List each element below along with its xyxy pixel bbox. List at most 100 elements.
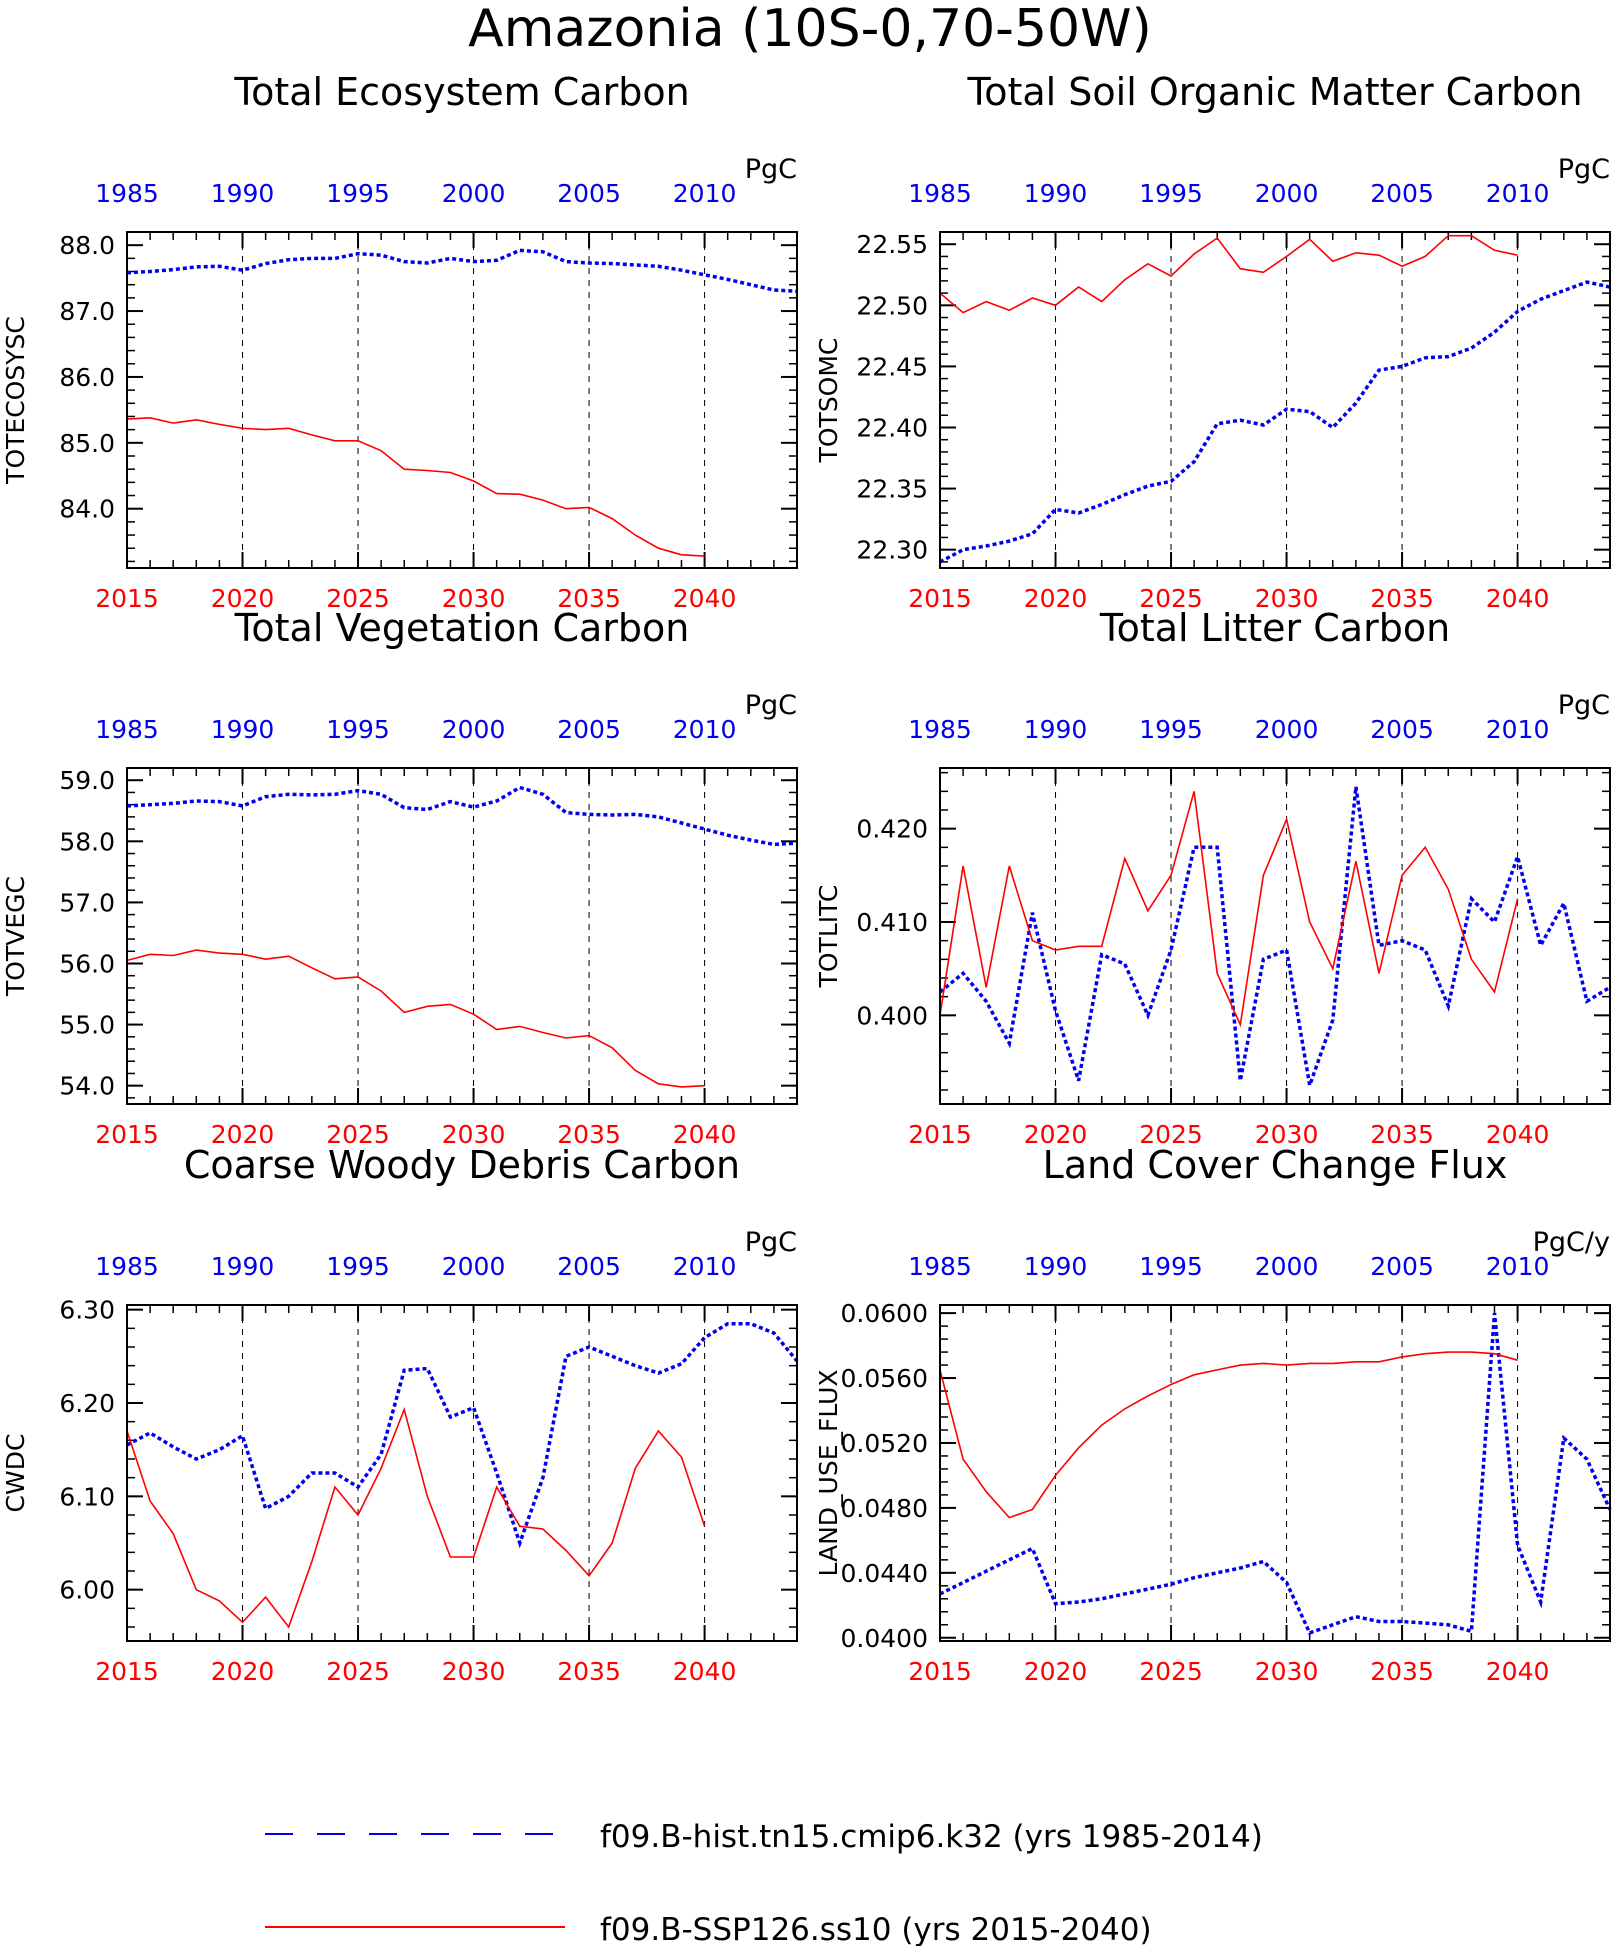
y-tick-label: 86.0 — [59, 363, 115, 392]
y-axis-label: CWDC — [1, 1434, 30, 1513]
x-bottom-tick-label: 2015 — [908, 1120, 972, 1149]
x-bottom-tick-label: 2025 — [326, 1657, 390, 1686]
x-top-tick-label: 1985 — [908, 179, 972, 208]
x-top-tick-label: 2005 — [1370, 1252, 1434, 1281]
x-top-tick-label: 1985 — [908, 1252, 972, 1281]
series-line-hist — [126, 248, 798, 294]
x-bottom-tick-label: 2035 — [1370, 1120, 1434, 1149]
y-tick-label: 6.00 — [59, 1576, 115, 1605]
chart-panel-3: Total Vegetation Carbon PgC TOTVEGC 54.0 55.… — [1, 606, 798, 1149]
x-bottom-tick-label: 2020 — [211, 1657, 275, 1686]
x-bottom-tick-label: 2040 — [1486, 1120, 1550, 1149]
series-line-hist — [939, 280, 1611, 564]
x-bottom-tick-label: 2025 — [326, 1120, 390, 1149]
x-top-tick-label: 1985 — [95, 715, 159, 744]
y-tick-label: 84.0 — [59, 495, 115, 524]
x-bottom-tick-label: 2020 — [1024, 584, 1088, 613]
x-bottom-tick-label: 2025 — [1139, 1657, 1203, 1686]
chart-title: Land Cover Change Flux — [1043, 1143, 1508, 1187]
plot-frame — [126, 767, 798, 1105]
plot-frame — [939, 1304, 1611, 1642]
x-top-tick-label: 2010 — [1486, 1252, 1550, 1281]
x-top-tick-label: 2010 — [1486, 715, 1550, 744]
chart-panel-6: Land Cover Change Flux PgC/y LAND_USE_FLUX… — [814, 1143, 1612, 1686]
x-top-tick-label: 2005 — [1370, 179, 1434, 208]
series-line-ssp — [939, 791, 1519, 1028]
x-top-tick-label: 1995 — [326, 715, 390, 744]
x-top-tick-label: 2000 — [1255, 179, 1319, 208]
page-title: Amazonia (10S-0,70-50W) — [468, 0, 1152, 59]
x-top-tick-label: 2010 — [1486, 179, 1550, 208]
x-bottom-tick-label: 2015 — [95, 1120, 159, 1149]
x-top-tick-label: 1985 — [95, 1252, 159, 1281]
series-line-hist — [126, 1321, 799, 1549]
x-top-tick-label: 1995 — [1139, 179, 1203, 208]
x-bottom-tick-label: 2025 — [326, 584, 390, 613]
y-axis-label: LAND_USE_FLUX — [814, 1369, 843, 1576]
x-bottom-tick-label: 2015 — [908, 584, 972, 613]
y-tick-label: 22.30 — [856, 536, 928, 565]
y-axis-label: TOTSOMC — [814, 338, 843, 464]
series-line-ssp — [126, 949, 705, 1088]
x-bottom-tick-label: 2030 — [1255, 1120, 1319, 1149]
y-tick-label: 22.35 — [856, 475, 928, 504]
x-top-tick-label: 2000 — [442, 1252, 506, 1281]
y-tick-label: 59.0 — [59, 766, 115, 795]
units-label: PgC — [745, 690, 797, 721]
x-bottom-tick-label: 2040 — [673, 1657, 737, 1686]
y-tick-label: 0.420 — [856, 815, 928, 844]
x-bottom-tick-label: 2015 — [95, 1657, 159, 1686]
x-top-tick-label: 2010 — [673, 179, 737, 208]
chart-panel-5: Coarse Woody Debris Carbon PgC CWDC 6.00 6.1… — [1, 1143, 799, 1686]
legend-ssp-label: f09.B-SSP126.ss10 (yrs 2015-2040) — [600, 1912, 1152, 1946]
x-bottom-tick-label: 2030 — [1255, 584, 1319, 613]
y-tick-label: 54.0 — [59, 1072, 115, 1101]
x-top-tick-label: 1990 — [1024, 715, 1088, 744]
x-top-tick-label: 1985 — [95, 179, 159, 208]
chart-title: Coarse Woody Debris Carbon — [184, 1143, 740, 1187]
panels: Total Ecosystem Carbon PgC TOTECOSYSC 84.0 8… — [1, 70, 1612, 1686]
units-label: PgC/y — [1533, 1227, 1610, 1258]
y-tick-label: 0.400 — [856, 1001, 928, 1030]
chart-title: Total Litter Carbon — [1099, 606, 1450, 650]
x-bottom-tick-label: 2020 — [211, 584, 275, 613]
y-tick-label: 0.0600 — [841, 1299, 928, 1328]
x-bottom-tick-label: 2040 — [1486, 584, 1550, 613]
x-top-tick-label: 2000 — [1255, 715, 1319, 744]
chart-panel-1: Total Ecosystem Carbon PgC TOTECOSYSC 84.0 8… — [1, 70, 798, 613]
x-top-tick-label: 1990 — [1024, 1252, 1088, 1281]
y-tick-label: 0.0560 — [841, 1364, 928, 1393]
y-tick-label: 0.0480 — [841, 1494, 928, 1523]
y-tick-label: 88.0 — [59, 231, 115, 260]
chart-panel-4: Total Litter Carbon PgC TOTLITC 0.400 0.410 0… — [814, 606, 1611, 1149]
x-top-tick-label: 1995 — [326, 179, 390, 208]
series-line-ssp — [939, 234, 1518, 314]
y-tick-label: 6.10 — [59, 1482, 115, 1511]
x-bottom-tick-label: 2030 — [442, 584, 506, 613]
y-tick-label: 0.0520 — [841, 1429, 928, 1458]
plot-frame — [939, 231, 1611, 569]
x-bottom-tick-label: 2015 — [95, 584, 159, 613]
series-line-ssp — [126, 1406, 706, 1629]
plot-frame — [126, 231, 798, 569]
x-top-tick-label: 1990 — [1024, 179, 1088, 208]
y-tick-label: 22.55 — [856, 230, 928, 259]
x-bottom-tick-label: 2035 — [557, 1657, 621, 1686]
y-tick-label: 58.0 — [59, 827, 115, 856]
x-bottom-tick-label: 2035 — [557, 584, 621, 613]
y-tick-label: 56.0 — [59, 949, 115, 978]
x-bottom-tick-label: 2020 — [211, 1120, 275, 1149]
y-tick-label: 55.0 — [59, 1011, 115, 1040]
units-label: PgC — [1558, 690, 1610, 721]
x-bottom-tick-label: 2015 — [908, 1657, 972, 1686]
x-bottom-tick-label: 2040 — [1486, 1657, 1550, 1686]
x-top-tick-label: 2005 — [1370, 715, 1434, 744]
chart-title: Total Soil Organic Matter Carbon — [966, 70, 1582, 114]
y-axis-label: TOTECOSYSC — [1, 316, 30, 485]
series-line-ssp — [126, 416, 705, 557]
x-top-tick-label: 1985 — [908, 715, 972, 744]
y-axis-label: TOTLITC — [814, 885, 843, 989]
x-bottom-tick-label: 2030 — [1255, 1657, 1319, 1686]
units-label: PgC — [1558, 154, 1610, 185]
